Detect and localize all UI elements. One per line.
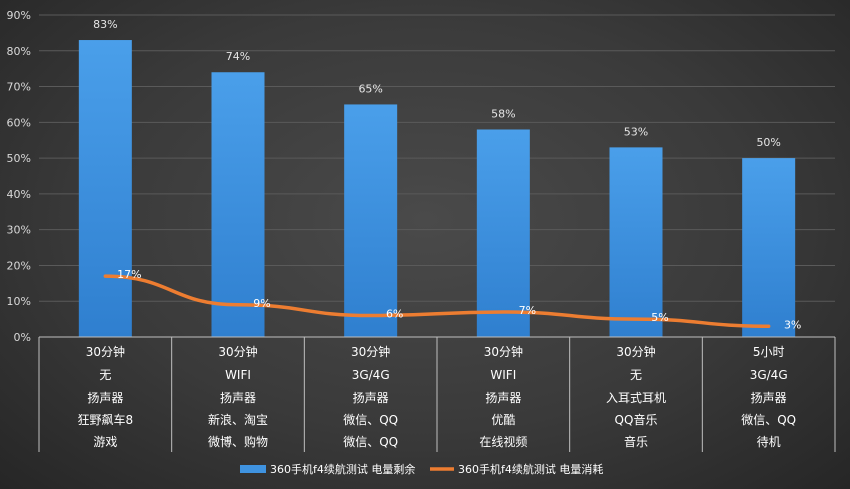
y-tick-label: 10%: [7, 295, 31, 308]
category-label-line: 30分钟: [86, 344, 125, 359]
bar: [211, 72, 265, 337]
category-label-line: 3G/4G: [750, 368, 788, 382]
category-label-line: 扬声器: [751, 390, 787, 405]
legend-bar-swatch: [240, 465, 266, 473]
category-label-line: 扬声器: [87, 390, 123, 405]
category-label-line: QQ音乐: [615, 412, 658, 427]
category-label-line: 待机: [757, 435, 781, 449]
bar: [344, 104, 398, 337]
category-label-line: 新浪、淘宝: [208, 412, 268, 427]
line-series: [103, 274, 771, 329]
line-data-label: 7%: [519, 304, 536, 317]
category-label-line: 扬声器: [485, 390, 521, 405]
category-label-line: 狂野飙车8: [78, 412, 134, 427]
y-tick-label: 70%: [7, 81, 31, 94]
category-label-line: 扬声器: [220, 390, 256, 405]
legend-line-label: 360手机f4续航测试 电量消耗: [458, 462, 603, 476]
category-label-line: 3G/4G: [352, 368, 390, 382]
category-label-line: 微博、购物: [208, 434, 268, 449]
bar-data-labels: 83% 74% 65% 58% 53% 50%: [93, 18, 781, 149]
y-axis: 0% 10% 20% 30% 40% 50% 60% 70% 80% 90%: [7, 9, 31, 344]
legend: 360手机f4续航测试 电量剩余 360手机f4续航测试 电量消耗: [240, 462, 603, 476]
category-label-line: 30分钟: [484, 344, 523, 359]
bar-series: [78, 40, 796, 338]
line-data-label: 3%: [784, 318, 801, 331]
y-tick-label: 40%: [7, 188, 31, 201]
category-label-line: 无: [630, 368, 642, 382]
line-data-label: 17%: [117, 268, 141, 281]
category-label-line: 优酷: [491, 413, 515, 427]
category-label-line: 音乐: [624, 434, 648, 449]
category-label-line: WIFI: [225, 368, 251, 382]
category-label-line: 30分钟: [218, 344, 257, 359]
bar-data-label: 83%: [93, 18, 117, 31]
y-tick-label: 80%: [7, 45, 31, 58]
line-data-labels: 17% 9% 6% 7% 5% 3%: [117, 268, 801, 331]
bar: [78, 40, 132, 338]
y-tick-label: 50%: [7, 152, 31, 165]
gridlines: [39, 14, 835, 302]
line-path: [103, 274, 771, 329]
category-label-line: 游戏: [93, 435, 117, 449]
line-data-label: 9%: [253, 297, 270, 310]
bar-data-label: 74%: [226, 50, 250, 63]
bar-data-label: 50%: [756, 136, 780, 149]
category-label-line: 5小时: [753, 345, 785, 359]
category-label-line: 微信、QQ: [343, 435, 398, 449]
category-label-line: 无: [99, 368, 111, 382]
category-label-line: WIFI: [490, 368, 516, 382]
y-tick-label: 20%: [7, 259, 31, 272]
line-data-label: 6%: [386, 308, 403, 321]
category-label-line: 入耳式耳机: [606, 391, 666, 405]
category-label-line: 30分钟: [616, 344, 655, 359]
line-data-label: 5%: [651, 311, 668, 324]
bar: [609, 147, 663, 337]
y-tick-label: 90%: [7, 9, 31, 22]
bar-data-label: 58%: [491, 107, 515, 120]
bar: [476, 129, 530, 337]
category-label-line: 微信、QQ: [343, 413, 398, 427]
bar-data-label: 53%: [624, 125, 648, 138]
category-label-line: 微信、QQ: [741, 413, 796, 427]
bar: [742, 158, 796, 337]
category-label-line: 在线视频: [479, 434, 527, 449]
y-tick-label: 30%: [7, 224, 31, 237]
category-label-line: 30分钟: [351, 344, 390, 359]
category-label-line: 扬声器: [353, 390, 389, 405]
bar-data-label: 65%: [358, 82, 382, 95]
legend-bar-label: 360手机f4续航测试 电量剩余: [270, 462, 415, 476]
y-tick-label: 0%: [14, 331, 31, 344]
y-tick-label: 60%: [7, 116, 31, 129]
